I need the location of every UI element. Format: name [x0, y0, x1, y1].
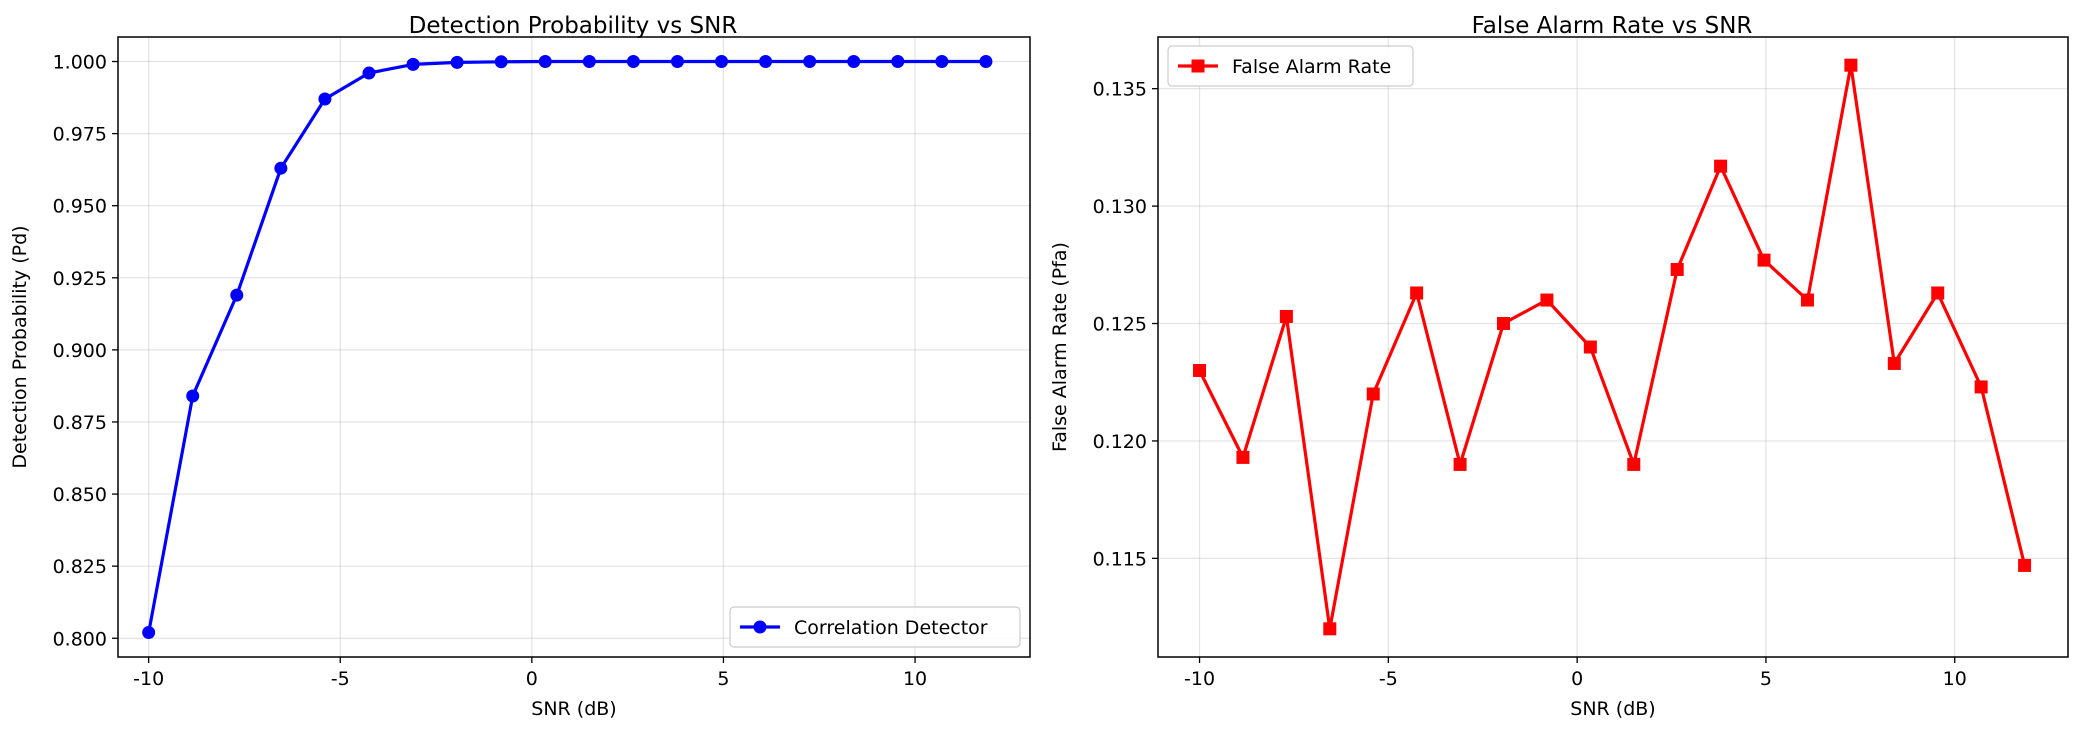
data-point: [1757, 253, 1771, 267]
y-tick-labels: 0.115 0.120 0.125 0.130 0.135: [1093, 79, 1147, 571]
data-point: [1670, 263, 1684, 276]
data-point: [142, 625, 156, 639]
data-point: [318, 92, 332, 106]
data-point: [935, 55, 949, 69]
data-point: [670, 55, 684, 69]
x-tick-label: 10: [1943, 668, 1967, 690]
y-axis-label: False Alarm Rate (Pfa): [1049, 242, 1071, 452]
y-tick-label: 0.825: [53, 556, 107, 578]
x-axis-label: SNR (dB): [531, 698, 616, 720]
data-point: [847, 55, 861, 69]
x-tick-label: 5: [717, 668, 729, 690]
y-tick-label: 0.950: [53, 196, 107, 218]
data-point: [186, 389, 200, 403]
x-tick-label: -5: [331, 668, 350, 690]
legend-label: Correlation Detector: [794, 617, 988, 639]
y-tick-label: 0.875: [53, 412, 107, 434]
y-tick-label: 0.850: [53, 484, 107, 506]
legend-box: [1167, 45, 1414, 87]
legend-marker-shape: [1191, 59, 1205, 73]
y-tick-label: 0.900: [53, 340, 107, 362]
data-point: [1583, 340, 1597, 354]
x-tick-label: 5: [1760, 668, 1772, 690]
series-line: [147, 59, 986, 633]
data-point: [582, 55, 596, 69]
data-point: [1453, 457, 1467, 471]
data-point: [1540, 293, 1554, 307]
grid: [1158, 37, 2068, 657]
x-tick-label: -10: [133, 668, 164, 690]
data-point: [1323, 622, 1337, 636]
detection-probability-chart: Detection Probability vs SNR -10 -5 0 5 10 0…: [9, 13, 1031, 720]
data-point: [494, 55, 508, 69]
y-tick-label: 0.975: [53, 124, 107, 146]
tick-marks: [112, 60, 916, 663]
y-axis-label: Detection Probability (Pd): [9, 225, 31, 468]
series-layer: [142, 55, 993, 639]
data-point: [1279, 309, 1293, 323]
chart-title: Detection Probability vs SNR: [409, 13, 738, 39]
data-point: [230, 288, 244, 302]
data-point: [2018, 558, 2032, 572]
legend-marker-shape: [753, 620, 767, 634]
data-point: [715, 55, 729, 69]
false-alarm-rate-chart: False Alarm Rate vs SNR -10 -5 0 5 10 0.1150…: [1049, 13, 2069, 720]
data-point: [1844, 58, 1858, 72]
data-point: [979, 55, 993, 69]
series-layer: [1193, 58, 2032, 636]
data-point: [1496, 317, 1510, 331]
data-point: [1974, 380, 1988, 394]
series-line: [1198, 63, 2027, 631]
data-point: [626, 55, 640, 69]
legend: Correlation Detector: [729, 606, 1021, 648]
chart-title: False Alarm Rate vs SNR: [1472, 13, 1753, 39]
grid: [118, 37, 1030, 657]
y-tick-labels: 0.800 0.825 0.850 0.875 0.900 0.925 0.950 0.975…: [53, 52, 107, 651]
data-point: [1887, 356, 1901, 370]
data-point: [891, 55, 905, 69]
data-point: [759, 55, 773, 69]
data-point: [1931, 286, 1945, 300]
x-tick-labels: -10 -5 0 5 10: [133, 668, 927, 690]
x-tick-label: -10: [1184, 668, 1215, 690]
data-point: [1627, 457, 1641, 471]
data-point: [1366, 387, 1380, 401]
x-tick-label: 0: [1571, 668, 1583, 690]
legend-marker: [753, 620, 767, 634]
y-tick-label: 0.800: [53, 628, 107, 650]
legend-label: False Alarm Rate: [1232, 56, 1391, 78]
y-tick-label: 0.115: [1093, 548, 1147, 570]
tick-marks: [1152, 88, 1956, 663]
y-tick-label: 0.135: [1093, 79, 1147, 101]
data-point: [1800, 293, 1814, 307]
y-tick-label: 0.125: [1093, 314, 1147, 336]
data-point: [406, 57, 420, 71]
data-point: [1410, 286, 1424, 300]
data-point: [1714, 159, 1728, 173]
legend-marker: [1191, 59, 1205, 73]
plot-frame: [1157, 36, 2069, 658]
x-tick-label: 10: [903, 668, 927, 690]
data-point: [1236, 450, 1250, 464]
y-tick-label: 0.925: [53, 268, 107, 290]
x-axis-label: SNR (dB): [1570, 698, 1655, 720]
data-point: [450, 55, 464, 69]
data-point: [274, 161, 288, 175]
plot-frame: [117, 36, 1031, 658]
y-tick-label: 0.130: [1093, 196, 1147, 218]
data-point: [1193, 363, 1207, 377]
x-tick-label: -5: [1379, 668, 1398, 690]
x-tick-label: 0: [526, 668, 538, 690]
data-point: [538, 55, 552, 69]
legend: False Alarm Rate: [1167, 45, 1414, 87]
legend-box: [729, 606, 1021, 648]
x-tick-labels: -10 -5 0 5 10: [1184, 668, 1967, 690]
data-point: [803, 55, 817, 69]
y-tick-label: 1.000: [53, 52, 107, 74]
y-tick-label: 0.120: [1093, 431, 1147, 453]
data-point: [362, 66, 376, 80]
